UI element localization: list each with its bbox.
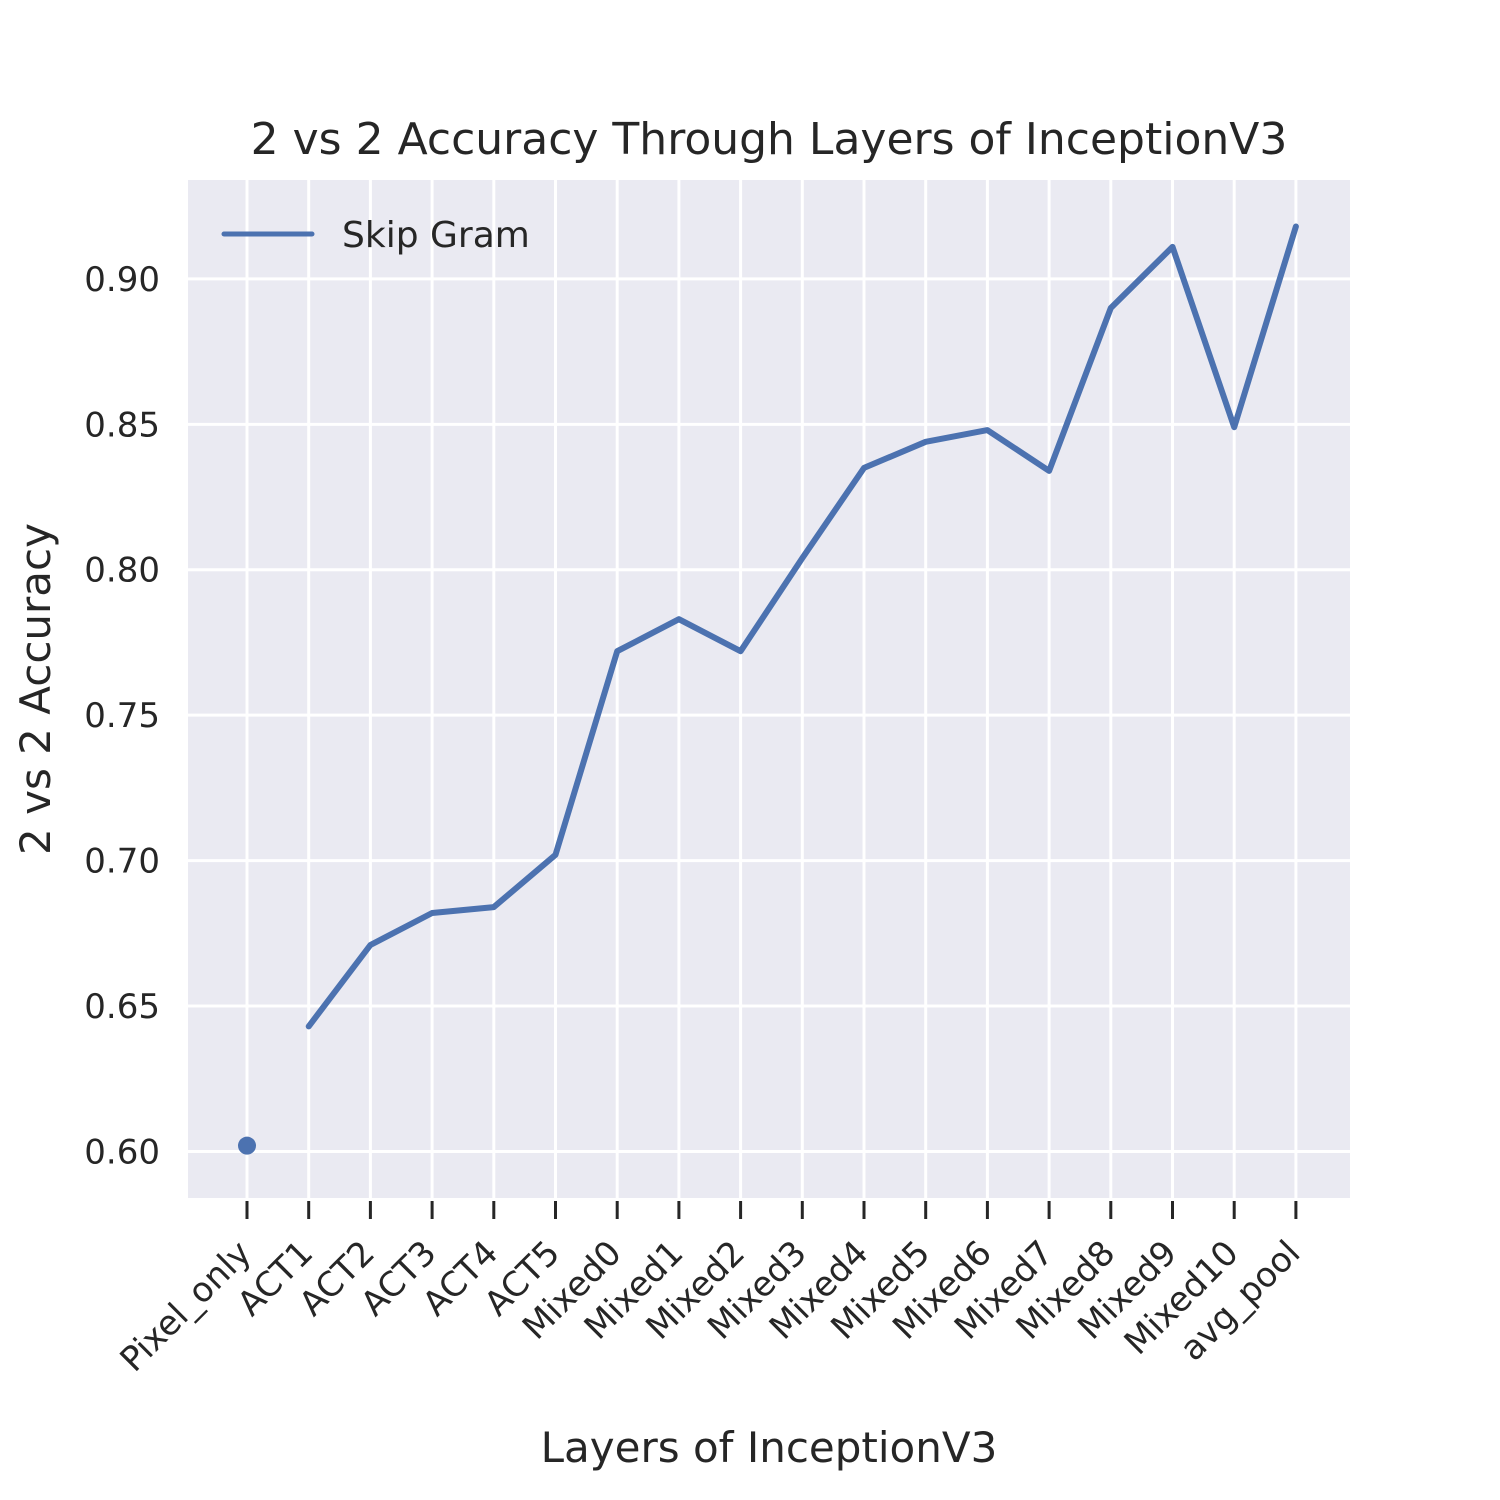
series-layer [238,223,1299,1155]
x-axis-label: Layers of InceptionV3 [541,1423,998,1472]
data-point-pixel-only [238,1136,256,1155]
y-tick-label: 0.60 [84,1132,160,1172]
y-tick-label: 0.75 [84,696,160,736]
grid [188,180,1350,1198]
series-line-skip-gram [305,223,1299,1030]
legend: Skip Gram [221,215,530,256]
x-tick-label: Pixel_only [113,1233,260,1380]
y-tick-label: 0.90 [84,260,160,300]
y-tick-label: 0.65 [84,987,160,1027]
y-axis-label: 2 vs 2 Accuracy [11,523,60,855]
y-tick-label: 0.80 [84,551,160,591]
legend-label-skip-gram: Skip Gram [342,215,530,256]
y-tick-label: 0.70 [84,842,160,882]
y-tick-label: 0.85 [84,405,160,445]
chart-title: 2 vs 2 Accuracy Through Layers of Incept… [251,114,1288,165]
x-axis-ticks: Pixel_onlyACT1ACT2ACT3ACT4ACT5Mixed0Mixe… [113,1201,1308,1380]
y-axis-ticks: 0.60 0.65 0.70 0.75 0.80 0.85 0.90 [84,260,160,1173]
plot-area [188,180,1350,1198]
